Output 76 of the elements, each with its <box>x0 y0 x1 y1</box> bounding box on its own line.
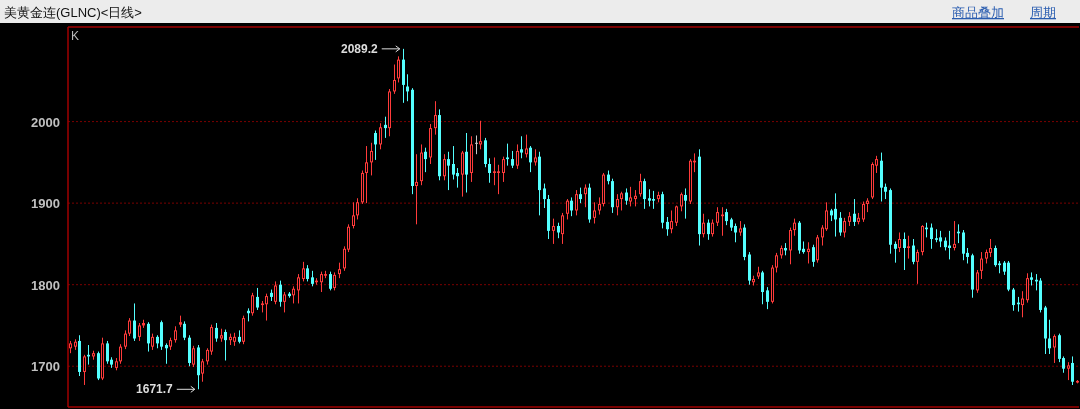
candlestick <box>1071 355 1074 386</box>
candlestick <box>338 262 341 279</box>
candlestick <box>1012 287 1015 312</box>
candlestick <box>739 220 742 237</box>
candlestick <box>424 147 427 173</box>
candlestick <box>415 153 418 225</box>
candlestick <box>106 340 109 365</box>
candlestick <box>570 196 573 217</box>
y-tick-label: 1900 <box>31 196 60 212</box>
candlestick <box>734 223 737 243</box>
candlestick <box>807 241 810 264</box>
candlestick <box>493 156 496 186</box>
candlestick <box>256 287 259 311</box>
candlestick <box>812 244 815 268</box>
candlestick <box>761 270 764 305</box>
candlestick <box>543 183 546 209</box>
candlestick <box>684 187 687 220</box>
candlestick <box>912 238 915 265</box>
candlestick <box>834 192 837 238</box>
candlestick <box>962 229 965 261</box>
candlestick <box>766 286 769 310</box>
candlestick <box>839 211 842 237</box>
candlestick <box>456 167 459 189</box>
candlestick <box>707 218 710 241</box>
candlestick <box>147 321 150 353</box>
y-tick-label: 1800 <box>31 277 60 293</box>
candlestick <box>529 145 532 173</box>
candlestick <box>479 120 482 150</box>
candlestick <box>384 116 387 139</box>
candlestick <box>165 342 168 365</box>
candlestick <box>1067 361 1070 381</box>
candlestick <box>903 231 906 271</box>
candlestick <box>894 240 897 264</box>
candlestick <box>853 198 856 227</box>
annotation: 1671.7 <box>136 382 174 397</box>
candlestick <box>374 130 377 161</box>
candlestick <box>629 186 632 207</box>
annotation: 2089.2 <box>341 41 379 56</box>
candlestick <box>465 132 468 194</box>
annotation: K <box>71 29 80 43</box>
candlestick <box>506 143 509 167</box>
candlestick <box>752 275 755 286</box>
candlestick <box>133 302 136 342</box>
candlestick <box>930 223 933 250</box>
candlestick <box>643 178 646 210</box>
candlestick <box>224 329 227 362</box>
candlestick <box>484 137 487 168</box>
candlestick <box>215 322 218 343</box>
chart-title: 美黄金连(GLNC)<日线> <box>4 5 142 20</box>
text: 商品叠加 <box>952 5 1004 20</box>
candlestick <box>534 148 537 167</box>
candlestick <box>447 151 450 191</box>
candlestick <box>907 235 910 260</box>
candlestick <box>488 157 491 184</box>
candlestick <box>183 320 186 341</box>
candlestick <box>520 135 523 159</box>
candlestick <box>1048 319 1051 355</box>
candlestick <box>866 197 869 213</box>
candlestick <box>634 189 637 207</box>
candlestick <box>279 280 282 308</box>
candlestick <box>92 350 95 361</box>
candlestick <box>497 164 500 195</box>
y-tick-label: 1700 <box>31 359 60 375</box>
candlestick <box>666 216 669 237</box>
candlestick <box>452 145 455 180</box>
candlestick <box>994 245 997 268</box>
candlestick <box>329 271 332 291</box>
candlestick <box>365 145 368 204</box>
candlestick <box>953 220 956 251</box>
candlestick <box>552 218 555 245</box>
candlestick <box>475 134 478 155</box>
y-tick-label: 2000 <box>31 114 60 130</box>
candlestick <box>229 333 232 346</box>
candlestick <box>989 238 992 258</box>
candlestick <box>220 328 223 343</box>
text: 周期 <box>1030 5 1056 20</box>
